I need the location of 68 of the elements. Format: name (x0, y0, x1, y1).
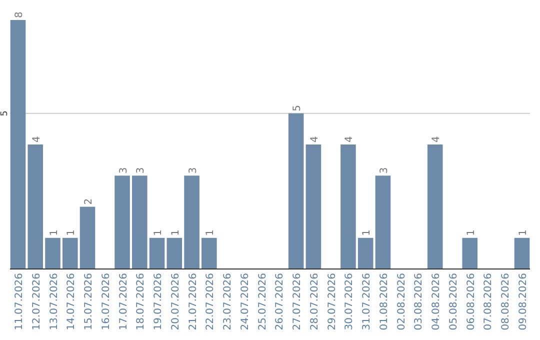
x-tick-label: 01.08.2026 (378, 273, 390, 330)
x-tick-label: 25.07.2026 (257, 273, 268, 330)
bar (340, 144, 356, 269)
x-tick-label: 23.07.2026 (222, 273, 234, 330)
data-label: 8 (14, 12, 25, 18)
bar (28, 144, 44, 269)
x-tick-label: 26.07.2026 (274, 273, 286, 330)
x-tick-label: 28.07.2026 (309, 273, 320, 330)
x-tick-label: 09.08.2026 (518, 273, 530, 330)
x-tick-label: 29.07.2026 (326, 273, 338, 330)
x-tick-label: 31.07.2026 (362, 273, 373, 330)
data-label: 1 (48, 230, 60, 236)
bar (375, 176, 391, 269)
data-label: 1 (466, 230, 477, 236)
x-tick-label: 19.07.2026 (153, 273, 164, 330)
data-label: 4 (344, 136, 356, 142)
x-tick-label: 02.08.2026 (396, 273, 408, 330)
data-label: 4 (309, 136, 320, 142)
bar (45, 238, 60, 269)
x-tick-label: 11.07.2026 (14, 273, 25, 330)
bar (166, 238, 182, 269)
data-label: 4 (431, 136, 442, 142)
data-label: 3 (118, 167, 130, 174)
bar (288, 113, 304, 269)
bar (427, 144, 443, 269)
bar (202, 238, 217, 269)
data-label: 3 (188, 167, 199, 174)
x-tick-label: 08.08.2026 (500, 273, 512, 330)
x-tick-label: 04.08.2026 (431, 273, 442, 330)
data-label: 5 (292, 105, 304, 112)
data-label: 3 (378, 167, 390, 174)
x-tick-label: 22.07.2026 (205, 273, 216, 330)
x-tick-label: 03.08.2026 (414, 273, 425, 330)
data-label: 4 (31, 136, 42, 142)
bar (462, 238, 478, 269)
x-tick-label: 21.07.2026 (188, 273, 199, 330)
bar (306, 144, 322, 269)
x-tick-label: 24.07.2026 (240, 273, 251, 330)
x-tick-label: 05.08.2026 (448, 273, 460, 330)
x-tick-label: 27.07.2026 (292, 273, 304, 330)
x-tick-label: 18.07.2026 (136, 273, 147, 330)
bar (10, 20, 26, 269)
x-tick-label: 15.07.2026 (84, 273, 95, 330)
data-label: 2 (84, 198, 95, 205)
data-label: 3 (136, 167, 147, 174)
bar (80, 206, 96, 269)
bar (132, 176, 148, 269)
x-tick-label: 16.07.2026 (100, 273, 112, 330)
x-tick-label: 13.07.2026 (48, 273, 60, 330)
bar (149, 238, 165, 269)
x-tick-label: 07.08.2026 (483, 273, 494, 330)
data-label: 1 (170, 230, 182, 236)
data-label: 1 (66, 230, 78, 236)
bar (62, 238, 78, 269)
data-label: 1 (518, 230, 530, 236)
x-tick-label: 14.07.2026 (66, 273, 78, 330)
x-tick-label: 30.07.2026 (344, 273, 356, 330)
bar (114, 176, 130, 269)
x-tick-label: 17.07.2026 (118, 273, 130, 330)
data-label: 1 (153, 230, 164, 236)
bar (514, 238, 530, 269)
x-tick-label: 20.07.2026 (170, 273, 182, 330)
x-tick-label: 06.08.2026 (466, 273, 477, 330)
bar (184, 176, 200, 269)
data-label: 1 (205, 230, 216, 236)
data-label: 1 (362, 230, 373, 236)
x-tick-label: 12.07.2026 (31, 273, 42, 330)
bar (358, 238, 374, 269)
